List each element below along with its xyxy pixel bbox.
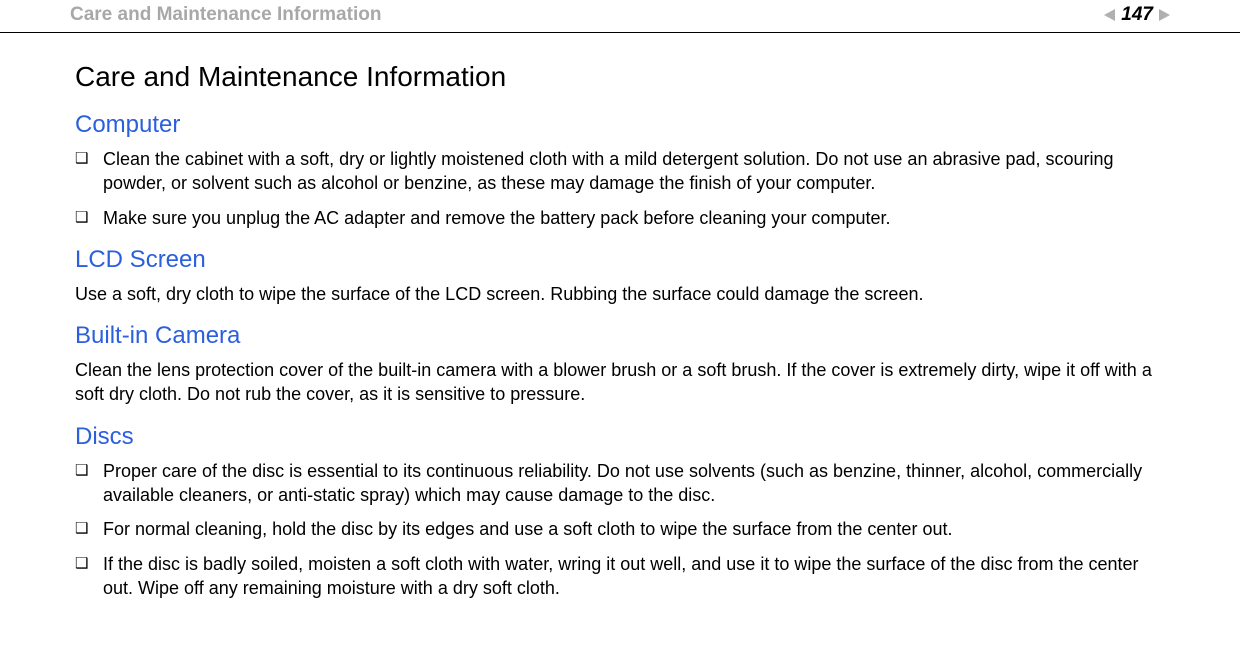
list-item-text: For normal cleaning, hold the disc by it… xyxy=(103,517,1165,541)
heading-lcd: LCD Screen xyxy=(75,246,1165,274)
arrow-left-icon xyxy=(1104,9,1115,21)
main-title: Care and Maintenance Information xyxy=(75,61,1165,93)
section-computer: Computer ❑ Clean the cabinet with a soft… xyxy=(75,111,1165,230)
section-lcd: LCD Screen Use a soft, dry cloth to wipe… xyxy=(75,246,1165,306)
list-item: ❑ If the disc is badly soiled, moisten a… xyxy=(75,552,1165,601)
list-item-text: Clean the cabinet with a soft, dry or li… xyxy=(103,147,1165,196)
list-item: ❑ For normal cleaning, hold the disc by … xyxy=(75,517,1165,541)
heading-discs: Discs xyxy=(75,423,1165,451)
lcd-body: Use a soft, dry cloth to wipe the surfac… xyxy=(75,282,1165,306)
header-breadcrumb: Care and Maintenance Information xyxy=(70,4,381,26)
section-camera: Built-in Camera Clean the lens protectio… xyxy=(75,322,1165,407)
list-item: ❑ Proper care of the disc is essential t… xyxy=(75,459,1165,508)
list-item: ❑ Clean the cabinet with a soft, dry or … xyxy=(75,147,1165,196)
page-number: 147 xyxy=(1121,4,1153,26)
discs-list: ❑ Proper care of the disc is essential t… xyxy=(75,459,1165,600)
camera-body: Clean the lens protection cover of the b… xyxy=(75,358,1165,407)
bullet-icon: ❑ xyxy=(75,206,103,228)
list-item: ❑ Make sure you unplug the AC adapter an… xyxy=(75,206,1165,230)
computer-list: ❑ Clean the cabinet with a soft, dry or … xyxy=(75,147,1165,230)
list-item-text: Make sure you unplug the AC adapter and … xyxy=(103,206,1165,230)
page-header: Care and Maintenance Information 147 xyxy=(0,0,1240,33)
header-page-nav: 147 xyxy=(1104,4,1170,26)
heading-computer: Computer xyxy=(75,111,1165,139)
bullet-icon: ❑ xyxy=(75,147,103,169)
list-item-text: Proper care of the disc is essential to … xyxy=(103,459,1165,508)
page-content: Care and Maintenance Information Compute… xyxy=(0,33,1240,600)
bullet-icon: ❑ xyxy=(75,459,103,481)
section-discs: Discs ❑ Proper care of the disc is essen… xyxy=(75,423,1165,600)
heading-camera: Built-in Camera xyxy=(75,322,1165,350)
bullet-icon: ❑ xyxy=(75,517,103,539)
list-item-text: If the disc is badly soiled, moisten a s… xyxy=(103,552,1165,601)
bullet-icon: ❑ xyxy=(75,552,103,574)
arrow-right-icon xyxy=(1159,9,1170,21)
